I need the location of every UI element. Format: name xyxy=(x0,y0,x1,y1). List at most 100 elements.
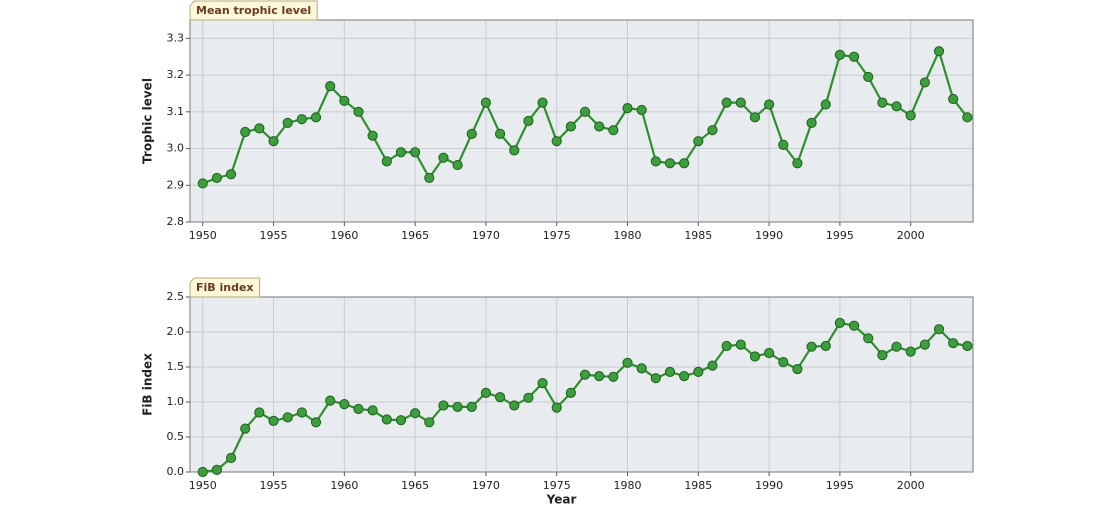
x-tick-label: 1955 xyxy=(260,479,288,492)
plot-border xyxy=(189,296,974,473)
data-point xyxy=(551,136,562,147)
data-point xyxy=(962,340,973,352)
data-point xyxy=(211,464,223,475)
data-point xyxy=(877,350,888,361)
x-tick-label: 1980 xyxy=(614,229,642,242)
data-point xyxy=(509,145,520,156)
data-point xyxy=(579,106,591,117)
y-tick-label: 2.9 xyxy=(167,178,185,191)
data-point xyxy=(339,95,350,106)
data-point xyxy=(494,128,506,139)
x-tick-label: 1965 xyxy=(401,479,429,492)
data-point xyxy=(452,401,463,412)
data-point xyxy=(749,112,761,123)
y-tick-label: 2.0 xyxy=(167,325,185,338)
data-point xyxy=(565,387,576,398)
data-point xyxy=(693,366,704,377)
data-point xyxy=(650,373,661,384)
data-point xyxy=(820,99,831,110)
data-point xyxy=(310,417,322,428)
data-point xyxy=(537,97,548,108)
y-tick-label: 3.3 xyxy=(167,31,185,44)
data-point xyxy=(594,371,605,382)
data-point xyxy=(410,147,421,158)
data-point xyxy=(622,357,633,368)
data-point xyxy=(863,71,874,83)
y-tick-label: 2.5 xyxy=(167,290,185,303)
x-tick-label: 1950 xyxy=(189,229,217,242)
data-point xyxy=(735,339,746,350)
data-point xyxy=(466,401,477,412)
data-point xyxy=(778,139,789,150)
data-point xyxy=(254,407,265,418)
x-tick-label: 1990 xyxy=(755,229,783,242)
data-point xyxy=(650,156,661,167)
data-point xyxy=(820,340,831,352)
data-point xyxy=(948,338,959,349)
x-tick-label: 1985 xyxy=(684,229,712,242)
data-point xyxy=(551,402,562,413)
data-point xyxy=(948,93,959,105)
data-point xyxy=(282,412,293,423)
data-point xyxy=(225,452,237,464)
data-point xyxy=(509,400,520,411)
data-point xyxy=(225,169,237,180)
data-point xyxy=(296,114,307,125)
data-point xyxy=(381,156,392,167)
data-point xyxy=(848,320,860,331)
data-point xyxy=(197,466,208,478)
data-point xyxy=(197,178,208,189)
data-point xyxy=(268,415,279,426)
data-point xyxy=(523,115,534,127)
x-tick-label: 1960 xyxy=(330,229,358,242)
data-point xyxy=(834,49,846,60)
data-point xyxy=(721,97,732,108)
data-point xyxy=(679,158,690,169)
data-point xyxy=(919,77,930,88)
data-point xyxy=(848,51,860,62)
data-point xyxy=(636,363,647,374)
chart-title: Mean trophic level xyxy=(196,4,311,17)
plot-area xyxy=(189,19,974,223)
data-point xyxy=(282,117,293,128)
data-point xyxy=(664,158,676,169)
data-point xyxy=(707,360,718,371)
data-point xyxy=(579,369,591,380)
data-point xyxy=(764,99,775,110)
data-point xyxy=(254,123,265,134)
x-tick-label: 1980 xyxy=(614,479,642,492)
data-point xyxy=(353,403,364,415)
data-point xyxy=(494,392,506,403)
y-tick-label: 2.8 xyxy=(167,215,185,228)
data-point xyxy=(438,152,449,163)
data-point xyxy=(339,399,350,410)
data-point xyxy=(834,317,846,328)
y-tick-label: 0.5 xyxy=(167,430,185,443)
x-tick-label: 1965 xyxy=(401,229,429,242)
data-point xyxy=(353,106,364,117)
data-point xyxy=(792,158,803,169)
data-point xyxy=(325,81,336,92)
x-tick-label: 1975 xyxy=(543,229,571,242)
y-tick-label: 1.0 xyxy=(167,395,185,408)
data-point xyxy=(891,341,902,352)
data-point xyxy=(962,112,973,123)
data-point xyxy=(367,130,378,141)
data-point xyxy=(622,103,633,114)
data-point xyxy=(537,378,548,389)
y-tick-label: 1.5 xyxy=(167,360,185,373)
x-tick-label: 1970 xyxy=(472,229,500,242)
data-point xyxy=(240,126,251,138)
x-tick-label: 2000 xyxy=(897,229,925,242)
data-point xyxy=(707,125,718,136)
x-tick-label: 2000 xyxy=(897,479,925,492)
data-point xyxy=(480,97,492,108)
data-point xyxy=(565,121,576,132)
x-tick-label: 1950 xyxy=(189,479,217,492)
y-tick-label: 3.2 xyxy=(167,68,185,81)
chart-title: FiB index xyxy=(196,281,254,294)
data-point xyxy=(863,333,874,344)
y-tick-label: 3.0 xyxy=(167,142,185,155)
data-point xyxy=(764,347,775,359)
